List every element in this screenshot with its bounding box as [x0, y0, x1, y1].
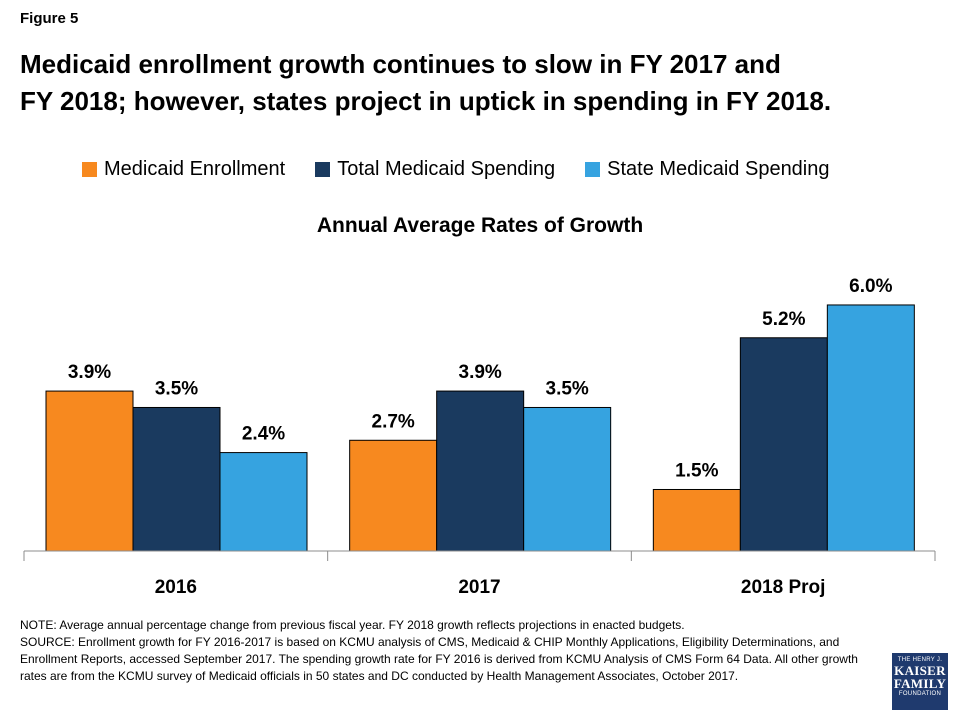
bar-state-medicaid-spending-2017 — [523, 406, 612, 552]
bar-medicaid-enrollment-2018-proj — [652, 488, 741, 552]
bars-group: 3.9% 3.5% 2.4% 2.7% 3.9% 3.5% 1.5% 5.2% 6.0% — [45, 276, 915, 552]
bar-medicaid-enrollment-2017 — [349, 439, 438, 552]
footnotes: NOTE: Average annual percentage change f… — [20, 617, 880, 685]
note-text: NOTE: Average annual percentage change f… — [20, 618, 685, 632]
data-label-state-medicaid-spending-2018-proj: 6.0% — [849, 276, 892, 297]
legend-item-total-spending: Total Medicaid Spending — [315, 158, 555, 181]
data-label-total-medicaid-spending-2016: 3.5% — [155, 378, 198, 399]
figure-label: Figure 5 — [20, 10, 79, 27]
legend-swatch-state-spending — [585, 162, 601, 177]
headline: Medicaid enrollment growth continues to … — [20, 46, 920, 120]
x-tick-label-2016: 2016 — [155, 577, 197, 598]
bar-total-medicaid-spending-2017 — [436, 390, 525, 552]
kff-logo: THE HENRY J. KAISER FAMILY FOUNDATION — [892, 653, 948, 710]
logo-line-2: KAISER — [894, 663, 946, 678]
source-text: SOURCE: Enrollment growth for FY 2016-20… — [20, 635, 858, 683]
headline-line-2: FY 2018; however, states project in upti… — [20, 86, 832, 116]
logo-line-3: FAMILY — [893, 676, 947, 691]
data-label-total-medicaid-spending-2017: 3.9% — [459, 362, 502, 383]
x-tick-label-2017: 2017 — [458, 577, 500, 598]
data-label-medicaid-enrollment-2016: 3.9% — [68, 362, 111, 383]
data-label-total-medicaid-spending-2018-proj: 5.2% — [762, 309, 805, 330]
headline-line-1: Medicaid enrollment growth continues to … — [20, 49, 781, 79]
legend-item-enrollment: Medicaid Enrollment — [82, 158, 285, 181]
chart-legend: Medicaid Enrollment Total Medicaid Spend… — [82, 158, 860, 181]
chart-title: Annual Average Rates of Growth — [317, 214, 643, 237]
legend-swatch-total-spending — [315, 162, 331, 177]
data-label-state-medicaid-spending-2016: 2.4% — [242, 424, 285, 445]
bar-total-medicaid-spending-2018-proj — [739, 337, 828, 552]
data-label-state-medicaid-spending-2017: 3.5% — [546, 378, 589, 399]
legend-label-enrollment: Medicaid Enrollment — [104, 158, 286, 180]
logo-line-4: FOUNDATION — [898, 691, 942, 697]
data-label-medicaid-enrollment-2017: 2.7% — [372, 411, 415, 432]
x-tick-label-2018-proj: 2018 Proj — [741, 577, 826, 598]
data-label-medicaid-enrollment-2018-proj: 1.5% — [675, 460, 718, 481]
x-axis: 2016 2017 2018 Proj — [23, 550, 936, 598]
legend-swatch-enrollment — [82, 162, 97, 177]
legend-item-state-spending: State Medicaid Spending — [585, 158, 830, 181]
bar-medicaid-enrollment-2016 — [45, 390, 134, 552]
bar-state-medicaid-spending-2018-proj — [826, 304, 915, 552]
legend-label-state-spending: State Medicaid Spending — [607, 158, 830, 180]
bar-state-medicaid-spending-2016 — [219, 452, 308, 552]
legend-label-total-spending: Total Medicaid Spending — [337, 158, 556, 180]
bar-total-medicaid-spending-2016 — [132, 406, 221, 552]
logo-line-1: THE HENRY J. — [897, 657, 943, 663]
